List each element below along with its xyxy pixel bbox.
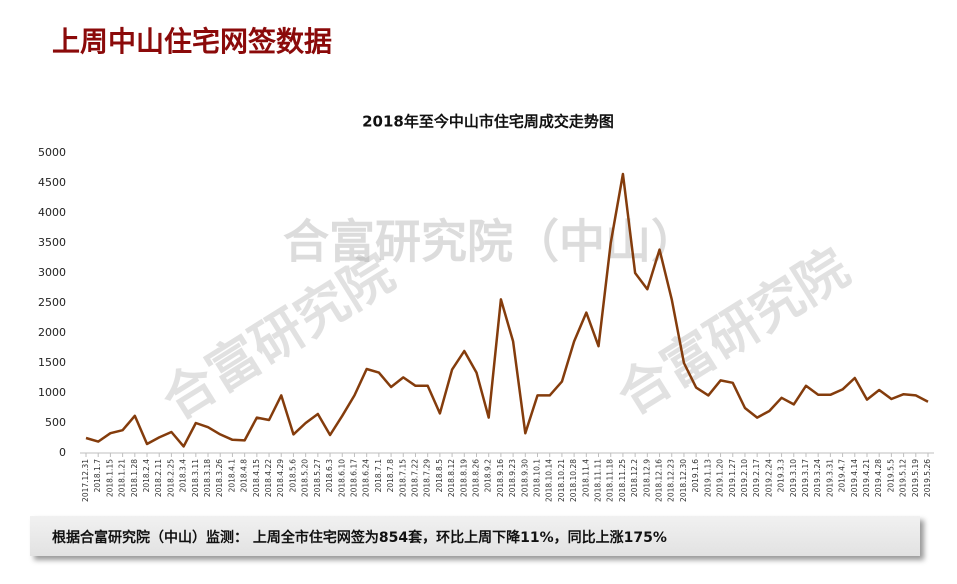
y-tick-label: 5000 [38,146,66,159]
chart: 2018年至今中山市住宅周成交走势图 合富研究院（中山） 合富研究院 合富研究院… [38,113,934,502]
y-tick-label: 2500 [38,296,66,309]
x-tick-label: 2018.4.29 [276,459,285,497]
x-tick-label: 2018.8.5 [435,459,444,493]
x-tick-label: 2018.6.17 [349,459,358,497]
x-tick-label: 2018.7.1 [374,459,383,493]
x-tick-label: 2018.1.7 [93,459,102,493]
x-tick-label: 2018.12.23 [667,459,676,502]
x-tick-label: 2019.1.13 [703,459,712,497]
x-tick-label: 2018.1.15 [105,459,114,497]
y-tick-label: 3500 [38,236,66,249]
x-tick-label: 2019.4.28 [874,459,883,497]
x-tick-label: 2018.3.26 [215,459,224,497]
x-tick-label: 2018.5.27 [313,459,322,497]
x-tick-label: 2019.3.10 [789,459,798,497]
x-tick-label: 2018.2.11 [154,459,163,497]
y-tick-label: 1000 [38,386,66,399]
x-tick-label: 2019.5.5 [886,459,895,493]
x-tick-label: 2018.12.2 [630,459,639,497]
x-tick-label: 2018.1.21 [118,459,127,497]
x-tick-label: 2018.10.28 [569,459,578,502]
x-tick-label: 2019.3.17 [801,459,810,497]
x-tick-label: 2019.4.14 [850,459,859,497]
x-tick-label: 2019.2.24 [764,459,773,497]
x-tick-label: 2018.6.10 [337,459,346,497]
x-tick-label: 2018.5.6 [288,459,297,493]
x-tick-label: 2019.5.19 [911,459,920,497]
x-tick-label: 2017.12.31 [81,459,90,502]
y-tick-label: 4500 [38,176,66,189]
x-tick-label: 2018.9.30 [520,459,529,497]
x-tick-label: 2019.4.7 [838,459,847,493]
x-tick-label: 2019.4.21 [862,459,871,497]
x-tick-label: 2018.7.22 [410,459,419,497]
x-tick-label: 2019.3.3 [777,459,786,493]
x-tick-label: 2018.12.16 [655,459,664,502]
x-tick-label: 2018.4.1 [227,459,236,493]
x-tick-label: 2018.12.30 [679,459,688,502]
x-tick-label: 2018.3.4 [179,459,188,493]
x-tick-label: 2018.2.4 [142,459,151,493]
x-tick-label: 2018.7.29 [423,459,432,497]
x-tick-label: 2018.8.19 [459,459,468,497]
x-tick-label: 2019.5.26 [923,459,932,497]
x-tick-label: 2019.3.24 [813,459,822,497]
x-tick-label: 2019.2.17 [752,459,761,497]
chart-title: 2018年至今中山市住宅周成交走势图 [362,113,614,131]
x-tick-label: 2018.4.8 [240,459,249,493]
x-tick-label: 2019.3.31 [825,459,834,497]
x-tick-label: 2018.7.15 [398,459,407,497]
y-tick-label: 500 [45,416,66,429]
x-tick-label: 2018.10.14 [545,459,554,502]
x-tick-label: 2018.8.12 [447,459,456,497]
x-tick-label: 2019.1.6 [691,459,700,493]
x-tick-label: 2018.9.23 [508,459,517,497]
y-tick-label: 4000 [38,206,66,219]
x-tick-label: 2019.2.10 [740,459,749,497]
x-tick-label: 2018.4.15 [252,459,261,497]
x-tick-label: 2018.11.25 [618,459,627,502]
y-tick-label: 1500 [38,356,66,369]
y-tick-label: 3000 [38,266,66,279]
x-tick-label: 2018.3.18 [203,459,212,497]
x-tick-label: 2018.6.3 [325,459,334,493]
x-tick-label: 2018.11.4 [581,459,590,497]
y-tick-label: 0 [59,446,66,459]
x-tick-label: 2018.8.26 [471,459,480,497]
x-tick-label: 2019.1.20 [716,459,725,497]
x-tick-label: 2018.4.22 [264,459,273,497]
x-tick-label: 2018.3.11 [191,459,200,497]
x-tick-label: 2018.10.21 [557,459,566,502]
x-tick-label: 2018.2.25 [166,459,175,497]
x-tick-label: 2018.6.24 [362,459,371,497]
x-tick-label: 2018.10.1 [533,459,542,497]
x-tick-label: 2018.7.8 [386,459,395,493]
x-tick-label: 2018.9.16 [496,459,505,497]
page-title: 上周中山住宅网签数据 [52,25,333,58]
x-tick-label: 2019.1.27 [728,459,737,497]
x-tick-label: 2018.5.20 [301,459,310,497]
x-tick-label: 2018.12.9 [642,459,651,497]
line-series [85,172,929,448]
note-box: 根据合富研究院（中山）监测： 上周全市住宅网签为854套，环比上周下降11%，同… [30,516,920,556]
x-tick-label: 2018.11.18 [606,459,615,502]
x-tick-label: 2019.5.12 [899,459,908,497]
x-tick-label: 2018.9.2 [484,459,493,493]
note-text: 根据合富研究院（中山）监测： 上周全市住宅网签为854套，环比上周下降11%，同… [52,530,667,546]
x-tick-label: 2018.11.11 [594,459,603,502]
y-tick-label: 2000 [38,326,66,339]
x-tick-label: 2018.1.28 [130,459,139,497]
